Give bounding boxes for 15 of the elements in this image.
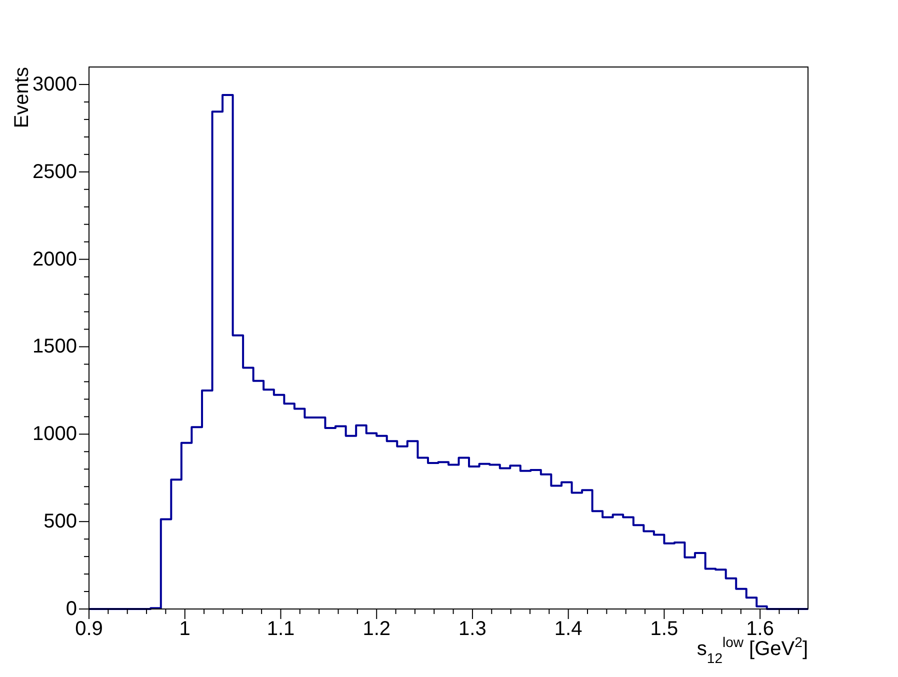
- y-axis-title: Events: [11, 67, 33, 128]
- y-tick-label: 2500: [32, 160, 77, 183]
- y-tick-label: 500: [44, 510, 77, 533]
- x-tick-label: 1.3: [458, 618, 486, 640]
- y-tick-label: 0: [66, 598, 77, 620]
- y-tick-label: 1000: [32, 423, 77, 446]
- x-tick-label: 1.5: [650, 618, 678, 640]
- y-tick-label: 2000: [32, 248, 77, 270]
- y-tick-label: 1500: [32, 336, 77, 358]
- x-tick-label: 1.4: [554, 618, 582, 640]
- x-tick-label: 1.1: [266, 618, 295, 640]
- y-tick-label: 3000: [32, 73, 77, 96]
- x-tick-label: 0.9: [75, 618, 103, 640]
- x-tick-label: 1.2: [362, 618, 391, 640]
- x-tick-label: 1: [179, 618, 190, 640]
